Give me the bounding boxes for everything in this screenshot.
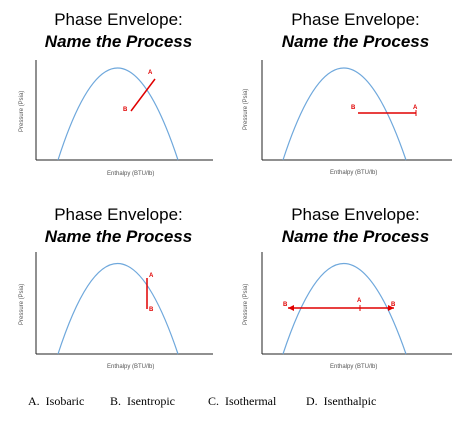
phase-envelope-panel-4: Phase Envelope: Name the Process B A B P… [237, 203, 474, 393]
phase-envelope-diagram: B A B Pressure (Psia) Enthalpy (BTU/lb) [243, 252, 452, 370]
point-label-a: A [357, 298, 362, 304]
arrowhead-left [288, 305, 294, 311]
panel-title: Phase Envelope: [54, 10, 183, 29]
choice-letter: C. [208, 394, 220, 408]
choice-letter: D. [306, 394, 318, 408]
phase-envelope-diagram: A B Pressure (Psia) Enthalpy (BTU/lb) [19, 252, 213, 370]
y-axis-label: Pressure (Psia) [19, 284, 25, 325]
choice-a: A. Isobaric [28, 394, 84, 409]
panel-title: Phase Envelope: [291, 205, 420, 224]
choice-letter: B. [110, 394, 122, 408]
panel-title: Phase Envelope: [291, 10, 420, 29]
x-axis-label: Enthalpy (BTU/lb) [330, 170, 377, 176]
phase-envelope-panel-3: Phase Envelope: Name the Process A B Pre… [0, 203, 237, 393]
point-label-b: B [351, 105, 356, 111]
phase-envelope-curve [282, 67, 407, 161]
point-label-a: A [413, 105, 418, 111]
phase-envelope-curve [57, 67, 179, 161]
phase-envelope-panel-2: Phase Envelope: Name the Process B A Pre… [237, 8, 474, 198]
x-axis-label: Enthalpy (BTU/lb) [330, 364, 377, 370]
point-label-b-right: B [391, 302, 396, 308]
point-label-b: B [149, 307, 154, 313]
y-axis-label: Pressure (Psia) [243, 89, 249, 130]
phase-envelope-curve [282, 262, 407, 355]
point-label-b-left: B [283, 302, 288, 308]
x-axis-label: Enthalpy (BTU/lb) [107, 364, 154, 370]
y-axis-label: Pressure (Psia) [243, 284, 249, 325]
arrowhead-right [388, 305, 394, 311]
panel-subtitle: Name the Process [44, 227, 193, 246]
panel-subtitle: Name the Process [281, 32, 430, 51]
panel-subtitle: Name the Process [281, 227, 430, 246]
choice-b: B. Isentropic [110, 394, 175, 409]
answer-choices: A. Isobaric B. Isentropic C. Isothermal D. I… [0, 394, 474, 414]
phase-envelope-diagram: B A Pressure (Psia) Enthalpy (BTU/lb) [19, 60, 213, 177]
choice-letter: A. [28, 394, 40, 408]
phase-envelope-curve [57, 262, 179, 355]
phase-envelope-panel-1: Phase Envelope: Name the Process B A Pre… [0, 8, 237, 198]
choice-c: C. Isothermal [208, 394, 276, 409]
phase-envelope-diagram: B A Pressure (Psia) Enthalpy (BTU/lb) [243, 60, 452, 176]
panel-title: Phase Envelope: [54, 205, 183, 224]
choice-text: Isentropic [127, 394, 175, 408]
choice-d: D. Isenthalpic [306, 394, 376, 409]
choice-text: Isothermal [225, 394, 277, 408]
choice-text: Isenthalpic [323, 394, 377, 408]
point-label-b: B [123, 107, 128, 113]
x-axis-label: Enthalpy (BTU/lb) [107, 171, 154, 177]
choice-text: Isobaric [45, 394, 85, 408]
point-label-a: A [148, 70, 153, 76]
y-axis-label: Pressure (Psia) [19, 91, 25, 132]
point-label-a: A [149, 273, 154, 279]
panel-subtitle: Name the Process [44, 32, 193, 51]
process-line [130, 78, 156, 112]
